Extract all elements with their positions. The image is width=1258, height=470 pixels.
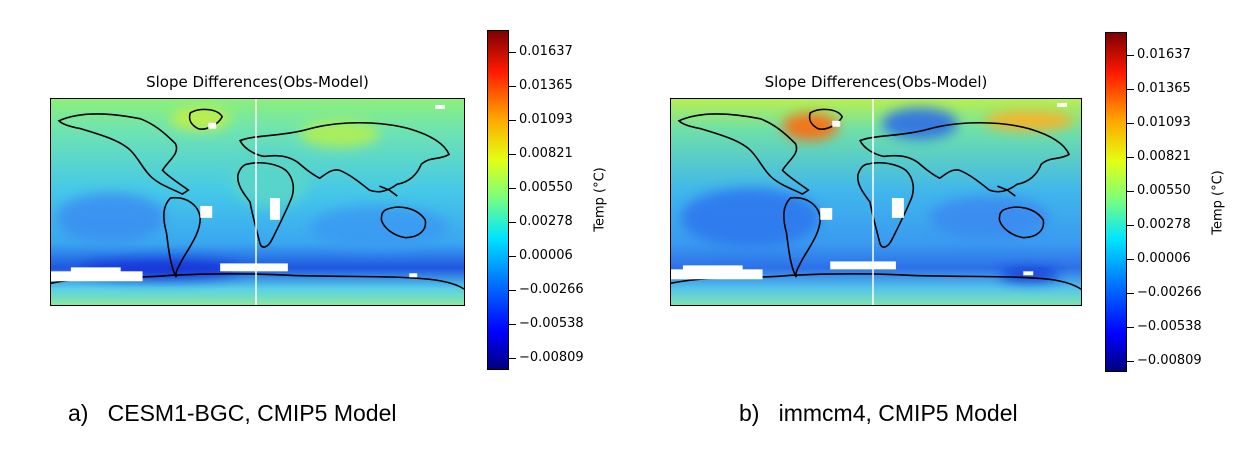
colorbar-tick-label: 0.01093 [1137,115,1191,130]
colorbar-tick [1127,361,1134,362]
colorbar-tick-label: 0.00550 [519,180,573,195]
colorbar-tick-label: −0.00266 [519,282,584,297]
coastlines [51,108,464,290]
colorbar-tick [1127,191,1134,192]
world-map [671,99,1081,305]
colorbar-tick [1127,225,1134,226]
map-heatmap [50,98,465,306]
caption-a: a) CESM1-BGC, CMIP5 Model [68,400,396,427]
colorbar-tick [509,120,516,121]
colorbar [487,30,509,370]
colorbar-tick [509,86,516,87]
colorbar-tick-label: 0.01637 [519,44,573,59]
colorbar-tick-label: 0.01365 [1137,81,1191,96]
colorbar-tick-label: −0.00266 [1137,285,1202,300]
colorbar-tick-label: 0.00550 [1137,183,1191,198]
panel-a: Slope Differences(Obs-Model) [50,30,608,427]
colorbar-tick [509,358,516,359]
colorbar-tick [1127,89,1134,90]
colorbar-tick [509,324,516,325]
world-map [51,99,464,305]
caption-letter: a) [68,400,89,426]
colorbar [1105,32,1127,372]
colorbar-tick-label: 0.00278 [519,214,573,229]
colorbar-tick [1127,327,1134,328]
colorbar-tick [509,188,516,189]
caption-text: immcm4, CMIP5 Model [778,400,1018,426]
colorbar-tick-label: 0.00278 [1137,217,1191,232]
colorbar-tick [509,222,516,223]
caption-text: CESM1-BGC, CMIP5 Model [107,400,397,426]
colorbar-tick [1127,157,1134,158]
colorbar-tick-label: 0.01637 [1137,47,1191,62]
colorbar-tick-label: 0.00821 [1137,149,1191,164]
colorbar-tick-label: 0.01093 [519,112,573,127]
colorbar-tick [1127,259,1134,260]
colorbar-label: Temp (°C) [592,167,608,232]
map-heatmap [670,98,1082,306]
colorbar-tick-label: −0.00538 [1137,319,1202,334]
panel-b: Slope Differences(Obs-Model) [629,0,1258,470]
colorbar-tick [1127,123,1134,124]
colorbar-tick [1127,55,1134,56]
colorbar-tick-label: −0.00809 [519,350,584,365]
colorbar-label: Temp (°C) [1210,170,1226,235]
colorbar-tick [509,290,516,291]
colorbar-tick [509,154,516,155]
caption-letter: b) [739,400,760,426]
colorbar-tick [509,52,516,53]
missing-data-patches [671,102,1068,280]
colorbar-tick-label: −0.00538 [519,316,584,331]
map-title: Slope Differences(Obs-Model) [146,73,369,91]
colorbar-tick [509,256,516,257]
colorbar-tick-label: 0.00006 [519,248,573,263]
colorbar-tick-label: 0.01365 [519,78,573,93]
colorbar-tick [1127,293,1134,294]
colorbar-tick-label: 0.00006 [1137,251,1191,266]
missing-data-patches [51,104,446,282]
caption-b: b) immcm4, CMIP5 Model [739,400,1018,427]
colorbar-tick-label: −0.00809 [1137,353,1202,368]
colorbar-tick-label: 0.00821 [519,146,573,161]
map-title: Slope Differences(Obs-Model) [764,73,988,91]
